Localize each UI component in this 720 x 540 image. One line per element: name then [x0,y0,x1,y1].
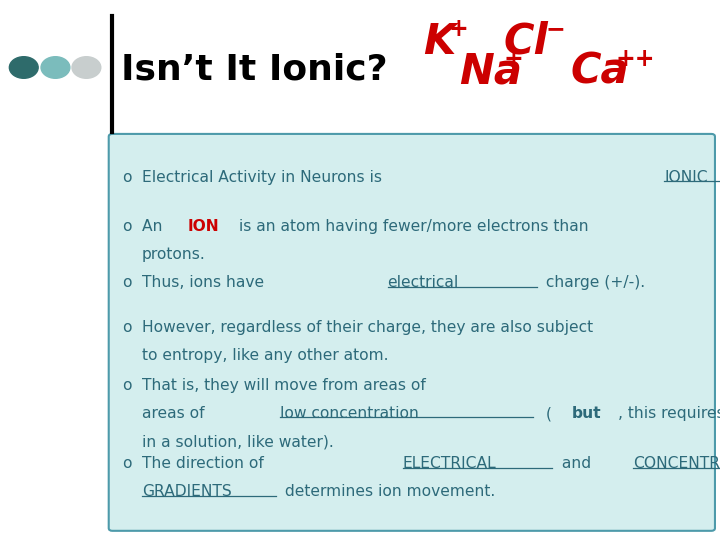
Text: Na: Na [459,51,523,93]
Text: low concentration: low concentration [280,406,419,421]
Text: The direction of: The direction of [142,456,269,471]
Circle shape [72,57,101,78]
Text: (: ( [541,406,552,421]
Text: determines ion movement.: determines ion movement. [280,484,495,500]
Text: , this requires that they be: , this requires that they be [618,406,720,421]
Circle shape [41,57,70,78]
Text: to entropy, like any other atom.: to entropy, like any other atom. [142,348,388,363]
Text: is an atom having fewer/more electrons than: is an atom having fewer/more electrons t… [234,219,589,234]
Text: and: and [557,456,595,471]
Text: ++: ++ [616,47,655,71]
Text: However, regardless of their charge, they are also subject: However, regardless of their charge, the… [142,320,593,335]
Text: That is, they will move from areas of: That is, they will move from areas of [142,378,431,393]
Text: +: + [449,17,468,41]
Text: IONIC: IONIC [664,170,708,185]
Text: protons.: protons. [142,247,206,262]
Text: o: o [122,219,132,234]
Text: o: o [122,320,132,335]
Text: o: o [122,275,132,291]
Text: areas of: areas of [142,406,210,421]
Circle shape [9,57,38,78]
Text: Cl: Cl [504,21,549,63]
Text: but: but [572,406,601,421]
Text: ELECTRICAL: ELECTRICAL [403,456,497,471]
Text: o: o [122,456,132,471]
Text: +: + [504,47,523,71]
Text: charge (+/-).: charge (+/-). [541,275,645,291]
FancyBboxPatch shape [109,134,715,531]
Text: Isn’t It Ionic?: Isn’t It Ionic? [121,52,387,86]
Text: o: o [122,170,132,185]
Text: o: o [122,378,132,393]
Text: ION: ION [188,219,220,234]
Text: electrical: electrical [387,275,459,291]
Text: An: An [142,219,167,234]
Text: Electrical Activity in Neurons is: Electrical Activity in Neurons is [142,170,387,185]
Text: Thus, ions have: Thus, ions have [142,275,269,291]
Text: −: − [545,17,564,41]
Text: GRADIENTS: GRADIENTS [142,484,232,500]
Text: in a solution, like water).: in a solution, like water). [142,434,333,449]
Text: CONCENTRATION: CONCENTRATION [634,456,720,471]
Text: Ca: Ca [571,51,629,93]
Text: K: K [423,21,456,63]
